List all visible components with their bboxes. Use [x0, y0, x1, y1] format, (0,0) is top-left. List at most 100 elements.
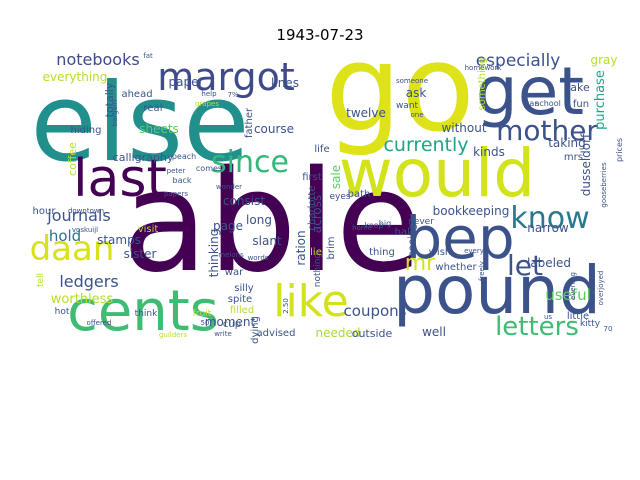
cloud-word-brim: brim — [326, 237, 337, 260]
cloud-word-hour: hour — [33, 206, 57, 217]
cloud-word-kitty: kitty — [580, 319, 601, 329]
cloud-word-think: think — [135, 309, 158, 319]
cloud-word-every: every — [464, 247, 484, 255]
cloud-word-papers: papers — [164, 190, 188, 198]
cloud-word-margot: margot — [157, 55, 295, 99]
cloud-word-advised: advised — [257, 328, 296, 339]
cloud-word-van: van — [525, 99, 540, 108]
cloud-word-father: father — [244, 107, 255, 138]
cloud-word-charlotte: charlotte — [307, 186, 318, 231]
cloud-word-voskuijl: voskuijl — [72, 226, 98, 234]
cloud-word-grapes: grapes — [195, 100, 219, 108]
cloud-word-gray: gray — [590, 53, 617, 67]
cloud-word-offered: offered — [87, 319, 112, 327]
cloud-word-would: would — [339, 135, 535, 212]
cloud-word-ration: ration — [294, 230, 308, 265]
cloud-word-stamps: stamps — [97, 233, 141, 247]
cloud-word-70: 70 — [604, 325, 613, 333]
cloud-word-home: home — [352, 224, 372, 232]
cloud-word-long: long — [246, 213, 272, 227]
cloud-word-wonder: wonder — [216, 183, 242, 191]
cloud-word-dusseldorf: dusseldorf — [579, 133, 593, 196]
cloud-word-worthless: worthless — [51, 292, 114, 307]
cloud-word-bep: bep — [405, 204, 514, 272]
cloud-word-bath: bath — [348, 189, 371, 200]
cloud-word-know: know — [510, 201, 589, 236]
cloud-word-nothing: nothing — [313, 253, 323, 287]
cloud-word-go: go — [325, 20, 475, 159]
cloud-word-so-called: so-called — [589, 270, 597, 301]
cloud-word-outside: outside — [352, 327, 393, 340]
cloud-word-cake: cake — [564, 81, 590, 94]
cloud-word-especially: especially — [476, 51, 561, 71]
cloud-word-write: write — [214, 330, 232, 338]
cloud-word-bookkeeping: bookkeeping — [433, 204, 510, 218]
cloud-word-peach: peach — [172, 152, 196, 161]
cloud-word-7-: 7% — [227, 91, 238, 99]
cloud-word-half: half — [395, 227, 414, 238]
cloud-word-paper: paper — [169, 75, 204, 89]
cloud-word-lines: lines — [271, 76, 299, 90]
cloud-word-thinking: thinking — [207, 229, 221, 278]
cloud-word-seeing: seeing — [407, 224, 418, 257]
cloud-word-letters: letters — [495, 312, 579, 342]
cloud-word-thing: thing — [369, 247, 395, 258]
page-title: 1943-07-23 — [276, 26, 364, 44]
cloud-word-homework: homework — [465, 64, 503, 72]
cloud-word-wish: wish — [429, 247, 452, 258]
cloud-word-50: 50 — [201, 319, 210, 327]
cloud-word-whether: whether — [435, 262, 477, 273]
cloud-word-coffee: coffee — [66, 142, 79, 176]
cloud-word-school: school — [535, 99, 561, 108]
cloud-word-slant: slant — [252, 234, 282, 248]
cloud-word-filled: filled — [230, 305, 254, 316]
cloud-word-needed: needed — [316, 326, 361, 340]
cloud-word-ledgers: ledgers — [59, 272, 118, 291]
cloud-word-eyes: eyes — [329, 192, 350, 202]
cloud-word-sale: sale — [329, 165, 343, 189]
cloud-word-fruit: fruit — [193, 309, 212, 319]
cloud-word-hiding: hiding — [71, 125, 102, 136]
cloud-word-notebooks: notebooks — [56, 50, 139, 69]
cloud-word-big: big — [379, 219, 391, 228]
cloud-word-never: never — [408, 217, 434, 227]
cloud-word-one: one — [410, 111, 423, 119]
cloud-word-dying: dying — [250, 316, 261, 344]
cloud-word-us: us — [544, 313, 552, 321]
cloud-word-keep: keep — [364, 221, 383, 230]
cloud-word-page: page — [213, 219, 243, 233]
cloud-word-comes: comes — [196, 164, 222, 173]
cloud-word-daan: daan — [30, 229, 115, 269]
cloud-word-evening: evening — [569, 272, 577, 300]
cloud-word-peter: peter — [167, 167, 186, 175]
cloud-word-mrs-: mrs. — [564, 152, 586, 163]
cloud-word-sister: sister — [124, 247, 157, 261]
cloud-word-everything: everything — [43, 70, 108, 84]
cloud-word-since: since — [211, 145, 289, 180]
cloud-word-guilders: guilders — [159, 331, 187, 339]
cloud-word-currently: currently — [383, 134, 468, 156]
cloud-word-want: want — [396, 101, 419, 111]
cloud-word-course: course — [254, 122, 294, 136]
cloud-word-cup: cup — [223, 319, 241, 330]
cloud-word-hold: hold — [49, 227, 81, 245]
cloud-word-like: like — [273, 276, 348, 327]
cloud-word-freely: freely — [478, 261, 486, 281]
cloud-word-2-50: 2.50 — [282, 298, 290, 314]
cloud-word-moment: moment — [205, 315, 256, 329]
cloud-word-spite: spite — [228, 294, 252, 305]
cloud-word-journals: journals — [46, 206, 110, 225]
cloud-word-overjoyed: overjoyed — [597, 271, 605, 306]
cloud-word-real: real — [144, 103, 163, 114]
cloud-word-silly: silly — [234, 283, 254, 294]
cloud-word-melons: melons — [218, 251, 244, 259]
cloud-word-life: life — [314, 144, 329, 155]
cloud-word-let: let — [507, 249, 543, 282]
cloud-word-bargain: bargain — [111, 100, 119, 127]
cloud-word-well: well — [422, 325, 446, 339]
cloud-word-totally: totally — [103, 82, 116, 117]
cloud-word-little: little — [567, 311, 589, 322]
cloud-word-mr: mr — [405, 251, 436, 276]
cloud-word-get: get — [476, 53, 584, 130]
